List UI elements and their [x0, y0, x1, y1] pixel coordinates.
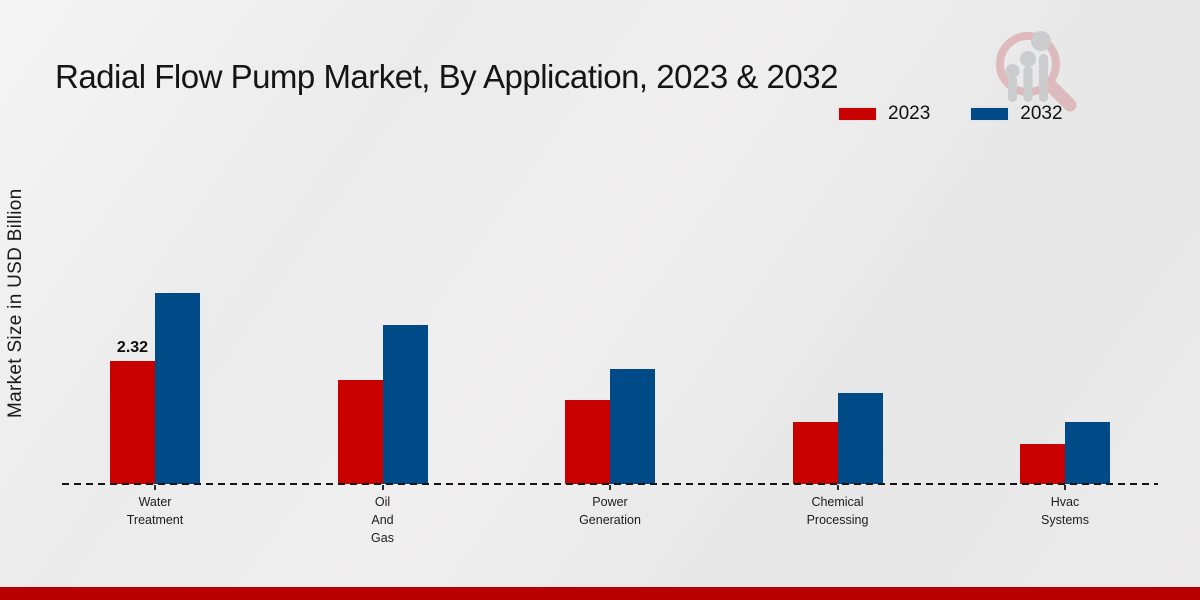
logo-bar-large	[1039, 54, 1048, 102]
logo-dot-medium	[1020, 51, 1036, 67]
category-label-hvac-systems: Hvac Systems	[1041, 495, 1089, 528]
x-axis-tick-hvac-systems	[1064, 485, 1066, 490]
x-axis-tick-chemical-processing	[836, 485, 839, 490]
category-label-power-generation: Power Generation	[579, 495, 641, 528]
bar-2023-chemical-processing	[792, 422, 838, 484]
bar-2032-power-generation	[610, 369, 655, 484]
legend-item-2023: 2023	[838, 103, 930, 125]
category-label-oil-and-gas: Oil And Gas	[371, 495, 394, 546]
legend-swatch-2023	[838, 107, 877, 121]
bar-2023-hvac-systems	[1020, 443, 1065, 484]
bar-2032-hvac-systems	[1065, 421, 1110, 484]
category-label-chemical-processing: Chemical Processing	[806, 495, 869, 528]
legend: 2023 2032	[838, 103, 1063, 125]
legend-label-2023: 2023	[888, 103, 931, 124]
logo-dot-large	[1031, 31, 1051, 51]
category-label-water-treatment: Water Treatment	[126, 495, 184, 528]
x-axis-tick-water-treatment	[154, 485, 156, 490]
legend-swatch-2032	[970, 107, 1010, 121]
brand-logo-icon	[996, 31, 1077, 112]
logo-bar-medium	[1023, 66, 1033, 102]
x-axis-tick-oil-and-gas	[381, 485, 384, 490]
bar-2023-oil-and-gas	[337, 380, 383, 484]
footer-bar	[0, 587, 1200, 600]
legend-item-2032: 2032	[970, 103, 1063, 125]
legend-label-2032: 2032	[1020, 103, 1063, 124]
data-label-2023: 2.32	[116, 338, 149, 356]
logo-bar-small	[1008, 76, 1017, 102]
bar-2023-power-generation	[565, 400, 610, 484]
bar-2023-water-treatment	[110, 360, 155, 484]
logo-dot-small	[1005, 64, 1020, 78]
magnifier-handle	[1042, 77, 1077, 112]
chart-title: Radial Flow Pump Market, By Application,…	[55, 58, 838, 96]
x-axis-line	[62, 483, 1158, 485]
bar-2032-chemical-processing	[837, 393, 883, 484]
bar-2032-oil-and-gas	[382, 324, 428, 484]
bar-2032-water-treatment	[155, 293, 200, 484]
y-axis-label: Market Size in USD Billion	[5, 188, 26, 418]
x-axis-tick-power-generation	[609, 485, 611, 490]
